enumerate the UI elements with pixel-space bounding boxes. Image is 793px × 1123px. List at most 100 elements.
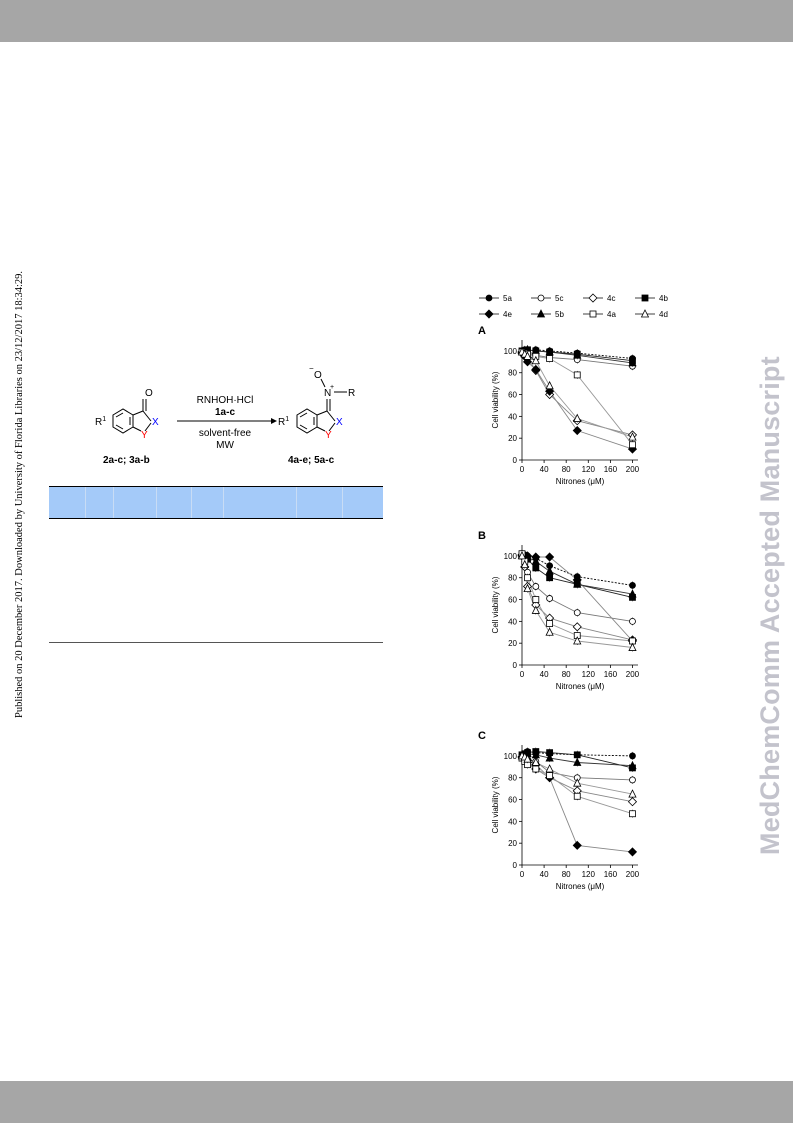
panel-label: A — [478, 325, 486, 337]
data-point-5b — [545, 566, 554, 575]
legend-label-4b: 4b — [659, 294, 668, 303]
minus-charge: − — [309, 365, 314, 373]
y-tick-label: 100 — [504, 552, 518, 561]
data-point-4b — [532, 564, 540, 572]
data-point-5c — [532, 583, 540, 590]
data-point-4d — [573, 778, 582, 787]
panel-label: C — [478, 730, 486, 742]
legend-label-5c: 5c — [555, 294, 563, 303]
x-axis-label: Nitrones (μM) — [556, 477, 605, 486]
data-point-4d — [517, 551, 527, 560]
data-point-4e — [545, 386, 555, 396]
product-r1-label: R1 — [278, 416, 289, 428]
data-point-4e — [531, 364, 541, 375]
column-divider — [296, 487, 297, 518]
data-point-4d — [531, 355, 540, 365]
x-tick-label: 120 — [582, 870, 596, 879]
product-x-label: X — [336, 417, 343, 428]
y-tick-label: 40 — [508, 617, 517, 626]
x-tick-label: 120 — [582, 670, 596, 679]
header-bar — [0, 0, 793, 42]
y-tick-label: 20 — [508, 434, 517, 443]
data-point-5b — [531, 556, 540, 565]
product-structure — [296, 378, 347, 434]
x-axis-label: Nitrones (μM) — [556, 882, 605, 891]
data-point-4a — [546, 355, 554, 362]
data-point-4a — [573, 371, 581, 379]
data-point-5b — [545, 753, 554, 762]
data-point-4a — [546, 620, 554, 627]
chart-panel-b: B 0 20 40 60 80 100 0 40 80 120 160 200 Nitrones (μM)… — [478, 530, 640, 691]
x-tick-label: 40 — [540, 465, 549, 474]
data-point-4d — [628, 432, 637, 441]
y-tick-label: 20 — [508, 839, 517, 848]
data-point-4d — [573, 636, 582, 645]
x-tick-label: 0 — [520, 670, 525, 679]
condition-line2: MW — [216, 440, 234, 451]
arrow-head — [271, 418, 277, 424]
reactant-label: 2a-c; 3a-b — [103, 455, 150, 466]
reagent-line2: 1a-c — [215, 407, 235, 418]
y-tick-label: 40 — [508, 817, 517, 826]
nitrone-n: N — [324, 388, 331, 399]
y-tick-label: 0 — [513, 456, 518, 465]
data-point-5a — [629, 581, 636, 589]
column-divider — [191, 487, 192, 518]
y-tick-label: 40 — [508, 412, 517, 421]
data-point-4d — [573, 413, 582, 422]
column-divider — [223, 487, 224, 518]
x-tick-label: 40 — [540, 670, 549, 679]
chart-panel-c: C 0 20 40 60 80 100 0 40 80 120 160 200 Nitrones (μM)… — [478, 730, 640, 891]
y-tick-label: 20 — [508, 639, 517, 648]
data-point-5b — [628, 358, 637, 367]
data-point-4d — [545, 764, 554, 773]
x-tick-label: 80 — [562, 670, 571, 679]
legend-label-4d: 4d — [659, 310, 668, 319]
data-point-4d — [523, 351, 532, 360]
x-axis-label: Nitrones (μM) — [556, 682, 605, 691]
y-tick-label: 0 — [513, 661, 518, 670]
data-point-5b — [573, 579, 582, 588]
r-label: R — [348, 388, 355, 399]
legend-marker-5a — [485, 294, 493, 302]
product-label: 4a-e; 5a-c — [288, 455, 335, 466]
data-point-4d — [520, 559, 529, 569]
data-point-4a — [546, 772, 554, 779]
x-tick-label: 200 — [626, 870, 640, 879]
x-tick-label: 40 — [540, 870, 549, 879]
data-point-5b — [628, 760, 637, 770]
reactant-structure — [112, 399, 152, 434]
x-label: X — [152, 417, 159, 428]
data-point-4c — [572, 622, 582, 632]
data-point-5c — [629, 776, 636, 784]
r1-label: R1 — [95, 416, 106, 428]
y-tick-label: 0 — [513, 861, 518, 870]
data-point-5b — [573, 757, 582, 766]
y-axis-label: Cell viability (%) — [491, 776, 500, 833]
legend-marker-4d — [640, 309, 650, 318]
data-point-5b — [573, 350, 582, 359]
data-table — [49, 486, 383, 646]
y-axis-label: Cell viability (%) — [491, 576, 500, 633]
x-tick-label: 0 — [520, 870, 525, 879]
y-tick-label: 100 — [504, 752, 518, 761]
data-point-5c — [573, 609, 581, 617]
chart-legend: 5a 5c 4c 4b 4e 5b 4a 4d — [479, 293, 668, 319]
column-divider — [342, 487, 343, 518]
data-point-4a — [532, 596, 540, 603]
panel-label: B — [478, 530, 486, 542]
y-axis-label: Cell viability (%) — [491, 371, 500, 428]
legend-label-5a: 5a — [503, 294, 512, 303]
legend-label-4e: 4e — [503, 310, 512, 319]
data-point-4e — [545, 552, 555, 562]
x-tick-label: 160 — [604, 670, 618, 679]
y-tick-label: 60 — [508, 391, 517, 400]
y-label: Y — [141, 430, 148, 441]
legend-label-4a: 4a — [607, 310, 616, 319]
publication-note: Published on 20 December 2017. Downloade… — [14, 270, 25, 718]
x-tick-label: 80 — [562, 870, 571, 879]
y-tick-label: 80 — [508, 774, 517, 783]
reagent-line1: RNHOH·HCl — [197, 395, 254, 406]
data-point-4d — [531, 757, 540, 766]
data-point-4b — [546, 574, 554, 582]
